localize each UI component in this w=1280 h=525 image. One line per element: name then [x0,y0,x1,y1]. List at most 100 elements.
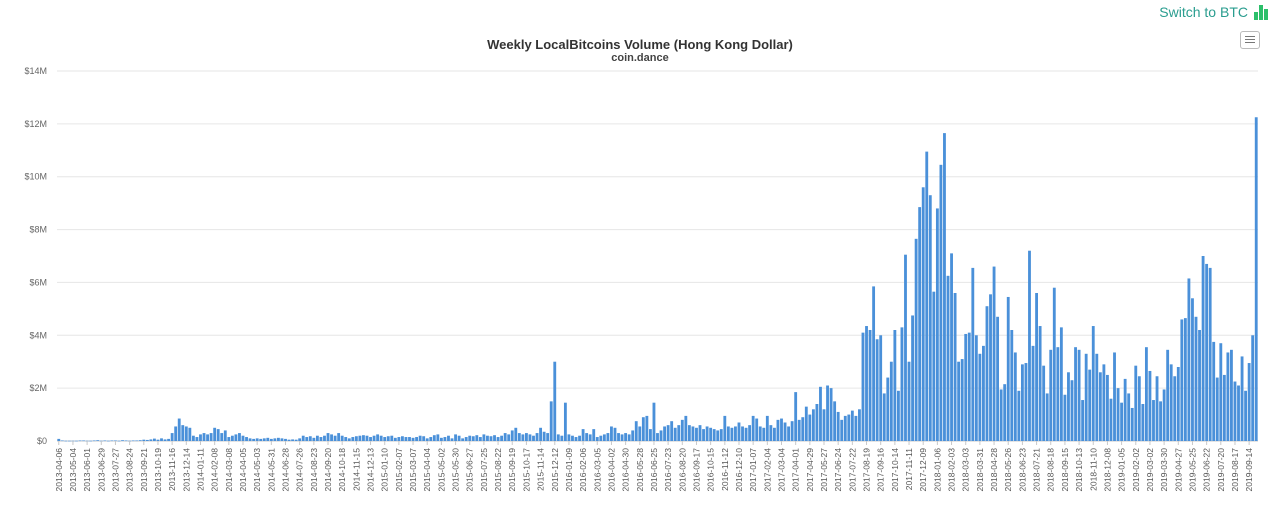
bar[interactable] [794,392,798,441]
bar[interactable] [149,439,153,441]
bar[interactable] [797,419,801,441]
bar[interactable] [160,438,163,441]
bar[interactable] [783,422,787,442]
bar[interactable] [372,435,376,441]
bar[interactable] [687,425,691,441]
bar[interactable] [780,418,783,441]
bar[interactable] [985,306,989,441]
bar[interactable] [358,435,362,441]
bar[interactable] [269,438,273,441]
bar[interactable] [734,426,737,441]
bar[interactable] [819,386,822,441]
bar[interactable] [284,438,287,441]
bar[interactable] [464,437,468,441]
bar[interactable] [893,330,897,441]
bar[interactable] [932,291,936,441]
bar[interactable] [167,438,171,441]
bar[interactable] [539,427,543,441]
bar[interactable] [1010,330,1014,441]
bar[interactable] [1230,349,1233,441]
bar[interactable] [500,435,504,441]
bar[interactable] [1013,352,1017,441]
bar[interactable] [1212,341,1216,441]
bar[interactable] [1244,390,1248,441]
bar[interactable] [457,435,461,441]
bar[interactable] [847,414,851,441]
bar[interactable] [617,433,620,441]
bar[interactable] [1247,363,1251,441]
bar[interactable] [323,435,326,441]
bar[interactable] [588,434,592,441]
bar[interactable] [277,437,280,441]
bar[interactable] [142,439,146,441]
bar[interactable] [620,434,624,441]
bar[interactable] [610,426,613,441]
bar[interactable] [369,437,372,441]
bar[interactable] [1215,377,1219,441]
bar[interactable] [1237,385,1240,442]
bar[interactable] [294,439,298,441]
bar[interactable] [787,426,790,441]
bar[interactable] [507,434,511,441]
bar[interactable] [145,439,149,441]
bar[interactable] [549,401,553,441]
bar[interactable] [673,427,677,441]
bar[interactable] [935,208,939,441]
bar[interactable] [1106,374,1109,441]
bar[interactable] [517,433,521,441]
bar[interactable] [1198,330,1201,441]
bar[interactable] [652,402,656,441]
bar[interactable] [1120,402,1124,441]
bar[interactable] [741,426,744,441]
bar[interactable] [301,435,305,441]
bar[interactable] [273,438,277,441]
bar[interactable] [60,440,64,442]
bar[interactable] [340,435,344,441]
bar[interactable] [1017,390,1021,441]
bar[interactable] [1137,376,1141,441]
bar[interactable] [886,377,890,441]
bar[interactable] [238,433,241,441]
bar[interactable] [1045,393,1049,441]
bar[interactable] [879,335,883,441]
bar[interactable] [156,439,160,441]
bar[interactable] [836,411,840,441]
bar[interactable] [748,425,752,441]
bar[interactable] [631,430,635,441]
bar[interactable] [698,425,702,441]
bar[interactable] [918,207,922,441]
bar[interactable] [64,440,68,442]
bar[interactable] [946,275,950,441]
bar[interactable] [436,434,440,441]
bar[interactable] [103,440,107,442]
bar[interactable] [1251,335,1255,441]
bar[interactable] [1194,316,1198,441]
bar[interactable] [432,435,436,441]
bar[interactable] [216,429,220,441]
bar[interactable] [135,440,139,442]
bar[interactable] [1113,352,1116,441]
bar[interactable] [992,266,996,441]
bar[interactable] [1233,381,1237,441]
bar[interactable] [578,435,581,441]
bar[interactable] [670,421,674,441]
bar[interactable] [330,434,333,441]
bar[interactable] [188,427,192,441]
bar[interactable] [1059,327,1063,441]
bar[interactable] [726,426,730,441]
bar[interactable] [595,437,599,441]
bar[interactable] [1042,365,1046,441]
bar[interactable] [1183,318,1187,441]
bar[interactable] [967,332,971,441]
bar[interactable] [843,415,847,441]
bar[interactable] [638,426,642,441]
bar[interactable] [1020,364,1024,441]
bar[interactable] [1024,363,1028,441]
bar[interactable] [1056,347,1060,441]
bar[interactable] [1098,372,1102,441]
bar[interactable] [571,435,574,441]
bar[interactable] [117,440,121,442]
bar[interactable] [1006,296,1010,441]
bar[interactable] [532,435,535,441]
bar[interactable] [266,437,270,441]
